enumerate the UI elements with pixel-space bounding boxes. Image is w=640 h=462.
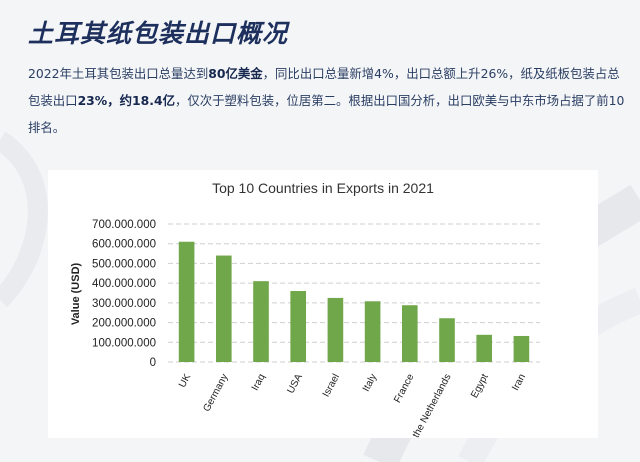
y-tick-label: 600.000.000 [92,239,156,251]
x-tick-label: Germany [201,372,230,413]
y-tick-label: 100.000.000 [92,337,156,349]
chart-title: Top 10 Countries in Exports in 2021 [212,180,434,196]
bar-egypt [476,334,493,362]
x-tick-label: UK [177,372,193,390]
y-tick-label: 300.000.000 [92,298,156,310]
chart-card: Top 10 Countries in Exports in 2021 0 100… [48,170,598,438]
bar-usa [290,291,307,362]
summary-highlight-2: 23%，约18.4亿 [77,93,175,108]
page-title: 土耳其纸包装出口概况 [28,19,289,48]
bar-italy [364,301,381,362]
bar-germany [215,255,232,362]
x-tick-label: Iran [510,372,528,392]
bar-chart: 0 100.000.000 200.000.000 300.000.000 400.00… [70,219,540,438]
y-tick-label: 0 [150,357,156,369]
x-tick-label: Israel [321,372,342,399]
x-tick-label: France [392,372,417,405]
x-tick-label: the Netherlands [411,372,454,438]
bar-uk [178,241,195,362]
summary-highlight-1: 80亿美金 [208,66,263,81]
x-tick-label: Italy [361,372,379,393]
y-axis-title: Value (USD) [70,262,82,325]
summary-paragraph: 2022年土耳其包装出口总量达到80亿美金，同比出口总量新增4%，出口总额上升2… [28,60,628,141]
y-tick-label: 200.000.000 [92,318,156,330]
summary-text-2: ，同比出口总量新增4%，出口总额上升26%，纸及纸板包装占总包装出口 [28,66,620,108]
bar-the-netherlands [439,318,455,362]
x-tick-label: USA [285,372,305,396]
summary-text-1: 2022年土耳其包装出口总量达到 [28,66,209,81]
y-tick-label: 400.000.000 [92,278,156,290]
bar-iran [513,335,530,362]
summary-text-3: ，仅次于塑料包装，位居第二。根据出口国分析，出口欧美与中东市场占据了前10排名。 [28,93,625,135]
bar-france [401,305,418,362]
bar-israel [327,297,344,362]
x-tick-label: Iraq [250,372,268,392]
x-tick-label: Egypt [469,372,491,400]
y-tick-label: 700.000.000 [92,219,156,231]
y-tick-label: 500.000.000 [92,258,156,270]
bar-iraq [253,281,269,362]
